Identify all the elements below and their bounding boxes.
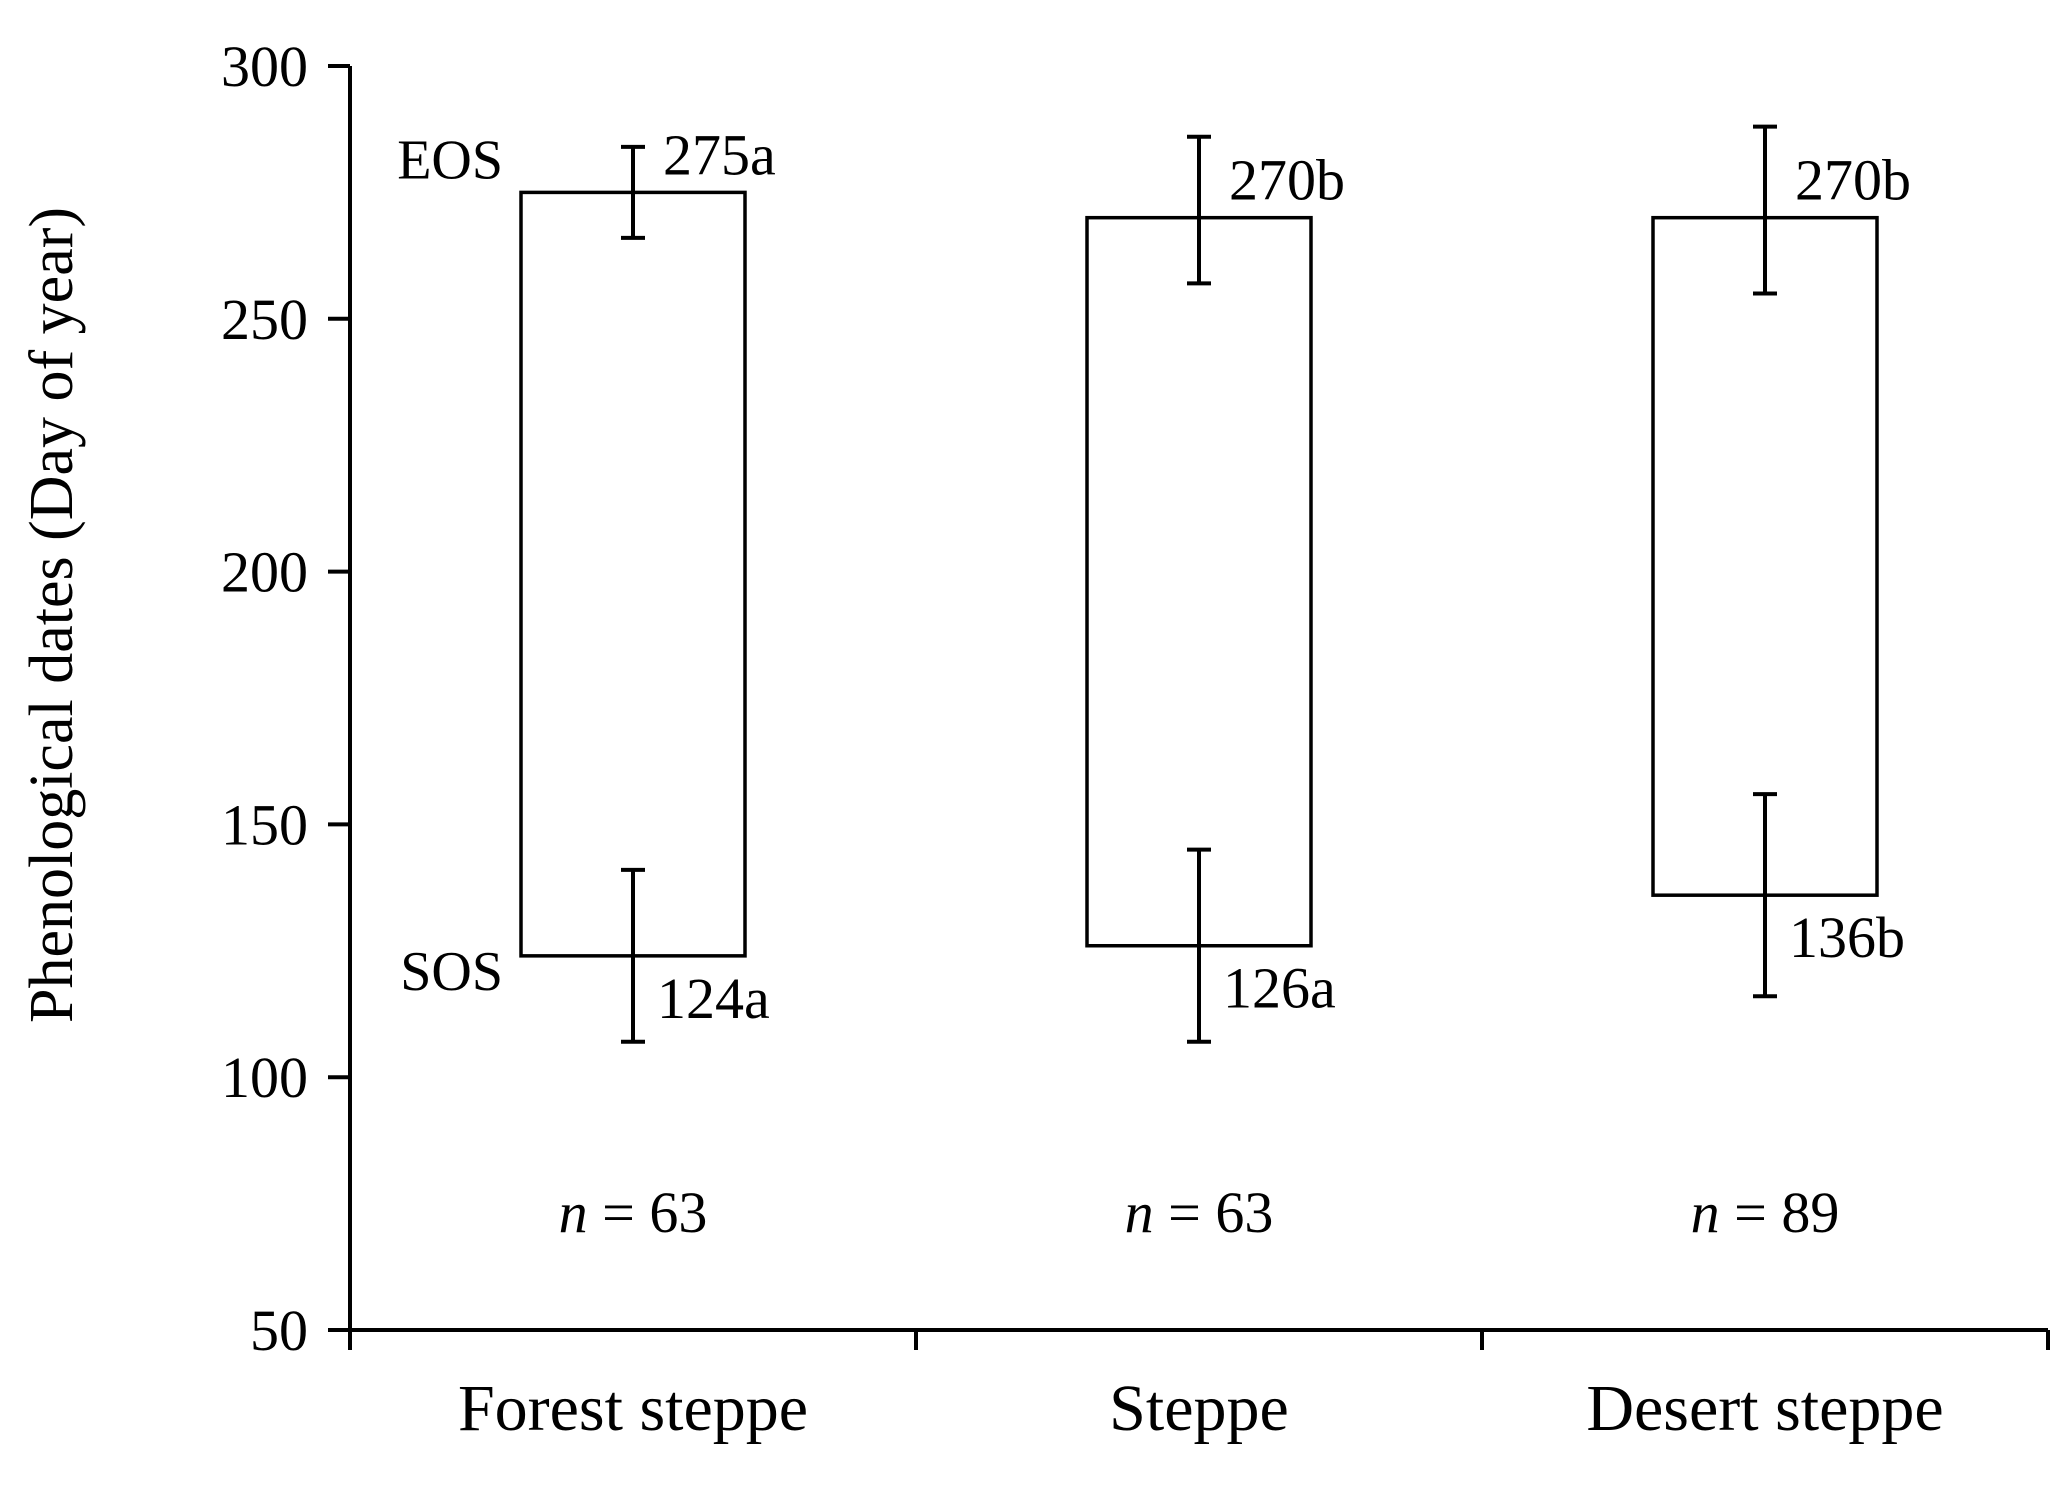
y-tick-label: 100	[221, 1045, 308, 1110]
sos-end-label: SOS	[400, 941, 503, 1003]
eos-end-label: EOS	[397, 129, 503, 191]
sos-data-label: 126a	[1223, 956, 1336, 1021]
y-axis-label: Phenological dates (Day of year)	[18, 207, 86, 1023]
axes: 50 100 150 200 250 300	[221, 34, 2050, 1363]
x-tick-label: Desert steppe	[1586, 1372, 1943, 1445]
x-tick-label: Steppe	[1109, 1372, 1289, 1445]
sample-size-label: n = 63	[1125, 1180, 1274, 1245]
x-tick-label: Forest steppe	[458, 1372, 808, 1445]
y-tick-label: 250	[221, 287, 308, 352]
sos-data-label: 136b	[1789, 905, 1905, 970]
phenology-bar	[1085, 215, 1313, 948]
y-tick-label: 150	[221, 792, 308, 857]
bars	[519, 124, 1879, 1044]
eos-data-label: 270b	[1795, 148, 1911, 213]
sos-data-label: 124a	[657, 966, 770, 1031]
y-tick-label: 300	[221, 34, 308, 99]
eos-data-label: 275a	[663, 122, 776, 187]
labels: Forest steppe 275a 124a n = 63 Steppe 270b 126…	[397, 122, 1943, 1445]
y-tick-label: 50	[250, 1298, 308, 1363]
sample-size-label: n = 89	[1691, 1180, 1840, 1245]
y-tick-label: 200	[221, 540, 308, 605]
eos-data-label: 270b	[1229, 148, 1345, 213]
sample-size-label: n = 63	[559, 1180, 708, 1245]
phenology-bar	[519, 190, 747, 958]
